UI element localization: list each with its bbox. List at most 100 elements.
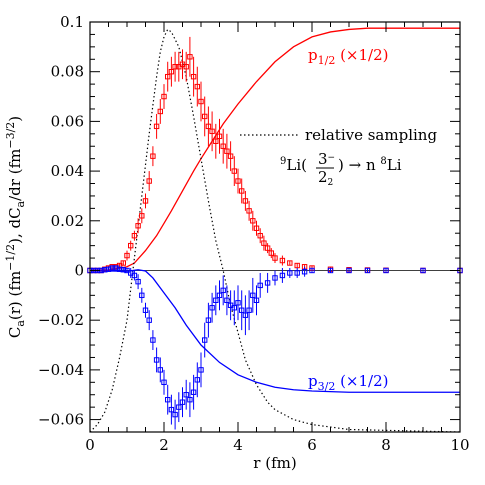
data-point	[264, 280, 271, 286]
svg-text:3−: 3−	[318, 150, 335, 168]
data-point	[213, 138, 219, 144]
y-axis-title: Ca(r) (fm−1/2), dCa/dr (fm−3/2)	[4, 116, 27, 338]
data-point	[279, 272, 286, 279]
series-3-points	[87, 36, 463, 274]
data-point	[235, 178, 241, 184]
data-point	[264, 245, 271, 251]
series-0-line	[89, 27, 460, 272]
x-tick-label: 6	[307, 436, 317, 454]
data-point	[420, 267, 426, 274]
data-point	[287, 270, 293, 276]
data-point	[246, 208, 252, 214]
data-point	[190, 73, 197, 80]
data-point	[250, 292, 256, 299]
data-point	[294, 270, 300, 276]
data-point	[146, 178, 152, 184]
data-point	[157, 108, 164, 115]
data-point	[157, 367, 164, 373]
data-point	[135, 223, 141, 229]
data-point	[287, 260, 293, 266]
data-point	[364, 267, 371, 274]
data-point	[235, 300, 241, 306]
data-point	[135, 278, 141, 285]
data-point	[183, 392, 189, 398]
data-point	[190, 389, 197, 395]
data-point	[209, 305, 215, 311]
data-point	[279, 257, 286, 264]
y-tick-label: −0.02	[38, 311, 84, 329]
data-point	[198, 367, 204, 373]
data-point	[172, 64, 178, 70]
data-point	[194, 377, 201, 383]
y-tick-label: 0	[74, 261, 84, 279]
svg-text:9Li(: 9Li(	[280, 156, 307, 174]
data-point	[242, 312, 249, 318]
data-point	[257, 282, 263, 289]
data-point	[227, 153, 234, 159]
data-point	[102, 267, 108, 273]
data-point	[309, 267, 315, 274]
data-point	[131, 272, 138, 279]
data-point	[183, 64, 189, 70]
data-point	[224, 148, 230, 154]
axis-tick-labels: 0 2 4 6 8 10 −0.06 −0.04 −0.02 0 0.02 0.04 0.06 0.08 0…	[38, 13, 470, 454]
data-point	[327, 267, 334, 274]
data-point	[346, 267, 352, 274]
data-point	[165, 396, 171, 403]
data-point	[187, 396, 193, 403]
y-tick-label: 0.04	[51, 162, 84, 180]
data-point	[294, 262, 300, 269]
data-point	[202, 113, 208, 120]
data-point	[301, 269, 308, 275]
data-point	[168, 68, 175, 75]
data-point	[187, 54, 193, 60]
data-point	[231, 305, 238, 311]
y-tick-label: −0.06	[38, 411, 84, 429]
data-point	[139, 213, 145, 219]
data-point	[150, 153, 156, 159]
series-2-line	[89, 28, 461, 433]
data-point	[105, 266, 112, 272]
data-point	[239, 307, 245, 313]
data-point	[257, 232, 263, 239]
y-tick-label: −0.04	[38, 361, 84, 379]
data-point	[205, 123, 212, 130]
data-point	[216, 292, 223, 299]
data-point	[150, 337, 156, 343]
data-point	[198, 98, 204, 105]
x-axis-title: r (fm)	[253, 454, 296, 472]
data-point	[216, 133, 223, 140]
series-4-points	[87, 265, 463, 430]
svg-text:22: 22	[318, 168, 333, 188]
data-point	[253, 297, 260, 304]
data-point	[239, 188, 245, 194]
legend-relative-sampling: relative sampling	[305, 126, 437, 144]
data-point	[161, 93, 167, 100]
data-point	[116, 266, 123, 272]
data-point	[153, 357, 160, 363]
data-point	[253, 225, 260, 231]
series-1-line	[89, 269, 460, 393]
reaction-label: 9Li( 3− 22 ) → n 8Li	[280, 150, 402, 188]
data-point	[224, 297, 230, 304]
data-point	[209, 128, 215, 135]
y-tick-label: 0.1	[60, 13, 84, 31]
data-point	[179, 399, 186, 405]
data-point	[231, 168, 238, 174]
data-point	[109, 265, 115, 271]
y-tick-label: 0.06	[51, 112, 84, 130]
data-point	[161, 379, 167, 386]
plot-frame	[89, 21, 461, 433]
data-point	[246, 307, 252, 313]
data-point	[272, 275, 278, 281]
data-point	[194, 83, 201, 90]
data-point	[383, 267, 389, 274]
x-tick-label: 8	[381, 436, 391, 454]
x-tick-label: 4	[233, 436, 243, 454]
data-point	[272, 255, 278, 261]
x-tick-label: 2	[159, 436, 169, 454]
data-point	[176, 404, 182, 410]
data-point	[168, 406, 175, 413]
data-point	[165, 73, 171, 80]
